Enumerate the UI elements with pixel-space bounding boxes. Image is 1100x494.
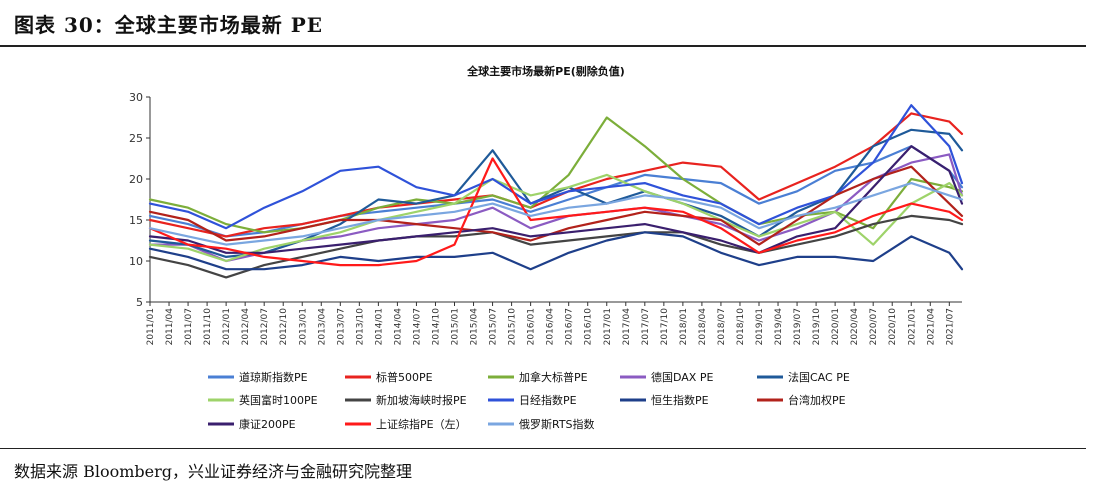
y-tick-label: 10 — [129, 255, 143, 268]
x-tick-label: 2011/10 — [203, 308, 213, 346]
legend-label: 康证200PE — [239, 417, 296, 431]
x-tick-label: 2014/01 — [374, 308, 384, 345]
x-tick-label: 2015/10 — [508, 308, 518, 346]
series-line-5 — [148, 173, 964, 263]
x-tick-label: 2018/10 — [736, 308, 746, 346]
x-tick-label: 2014/10 — [431, 308, 441, 346]
x-tick-label: 2020/07 — [869, 308, 879, 345]
x-tick-label: 2020/01 — [831, 308, 841, 345]
pe-line-chart: 全球主要市场最新PE(剔除负值) 5 10 15 20 25 30 2011/01 2011/… — [129, 64, 964, 431]
series-line-8 — [148, 231, 964, 271]
legend-label: 加拿大标普PE — [519, 370, 588, 384]
x-tick-label: 2013/01 — [298, 308, 308, 345]
x-tick-label: 2011/07 — [184, 308, 194, 345]
x-tick-label: 2016/04 — [546, 308, 556, 346]
x-tick-label: 2019/04 — [774, 308, 784, 346]
x-tick-label: 2020/10 — [888, 308, 898, 346]
x-tick-label: 2017/01 — [603, 308, 613, 345]
x-tick-label: 2016/01 — [527, 308, 537, 345]
x-tick-label: 2017/07 — [641, 308, 651, 345]
legend-label: 台湾加权PE — [788, 393, 846, 407]
x-tick-label: 2012/10 — [279, 308, 289, 346]
x-tick-label: 2013/04 — [317, 308, 327, 346]
x-tick-label: 2014/04 — [393, 308, 403, 346]
legend-label: 俄罗斯RTS指数 — [519, 417, 595, 431]
x-tick-label: 2011/04 — [165, 308, 175, 346]
chart-legend: 道琼斯指数PE 标普500PE 加拿大标普PE 德国DAX PE 法国CAC PE 英国富… — [208, 370, 850, 431]
series-line-10 — [148, 145, 964, 254]
figure-title: 图表 30：全球主要市场最新 PE — [14, 13, 324, 37]
y-tick-label: 15 — [129, 214, 143, 227]
x-tick-label: 2012/04 — [241, 308, 251, 346]
chart-title: 全球主要市场最新PE(剔除负值) — [466, 64, 625, 78]
x-tick-label: 2019/01 — [755, 308, 765, 345]
series-line-7 — [148, 104, 964, 230]
y-tick-label: 5 — [136, 296, 143, 309]
x-tick-label: 2015/01 — [451, 308, 461, 345]
x-tick-label: 2016/07 — [565, 308, 575, 345]
legend-label: 上证综指PE（左） — [376, 417, 467, 431]
series-line-11 — [148, 157, 964, 267]
x-tick-label: 2018/04 — [698, 308, 708, 346]
x-tick-label: 2013/10 — [355, 308, 365, 346]
bottom-rule — [0, 448, 1086, 449]
series-line-9 — [148, 165, 964, 246]
chart-axes: 5 10 15 20 25 30 2011/01 2011/04 2011/07 2011/10 2… — [129, 91, 962, 345]
legend-label: 道琼斯指数PE — [239, 370, 308, 384]
x-tick-label: 2018/01 — [679, 308, 689, 345]
legend-label: 恒生指数PE — [651, 393, 709, 407]
legend-label: 法国CAC PE — [788, 370, 850, 384]
legend-label: 新加坡海峡时报PE — [376, 393, 467, 407]
series-line-12 — [148, 182, 964, 246]
legend-label: 标普500PE — [376, 370, 433, 384]
x-tick-label: 2019/07 — [793, 308, 803, 345]
x-tick-label: 2012/01 — [222, 308, 232, 345]
y-tick-label: 30 — [129, 91, 143, 104]
x-tick-label: 2013/07 — [336, 308, 346, 345]
legend-label: 英国富时100PE — [239, 393, 318, 407]
x-tick-label: 2014/07 — [412, 308, 422, 345]
x-tick-label: 2017/04 — [622, 308, 632, 346]
series-line-2 — [148, 116, 964, 234]
x-tick-label: 2017/10 — [660, 308, 670, 346]
legend-label: 德国DAX PE — [651, 370, 713, 384]
x-tick-label: 2012/07 — [260, 308, 270, 345]
x-tick-label: 2021/07 — [945, 308, 955, 345]
data-source-note: 数据来源 Bloomberg，兴业证券经济与金融研究院整理 — [14, 462, 413, 481]
x-tick-label: 2021/04 — [926, 308, 936, 346]
x-tick-label: 2018/07 — [717, 308, 727, 345]
top-rule — [0, 45, 1086, 47]
x-tick-label: 2019/10 — [812, 308, 822, 346]
x-tick-label: 2016/10 — [584, 308, 594, 346]
x-tick-label: 2011/01 — [146, 308, 156, 345]
x-tick-label: 2015/07 — [489, 308, 499, 345]
legend-label: 日经指数PE — [519, 393, 577, 407]
x-tick-label: 2020/04 — [850, 308, 860, 346]
x-tick-label: 2021/01 — [907, 308, 917, 345]
y-tick-label: 20 — [129, 173, 143, 186]
y-tick-label: 25 — [129, 132, 143, 145]
x-tick-label: 2015/04 — [470, 308, 480, 346]
series-line-0 — [148, 145, 964, 238]
chart-series-lines — [148, 104, 964, 279]
